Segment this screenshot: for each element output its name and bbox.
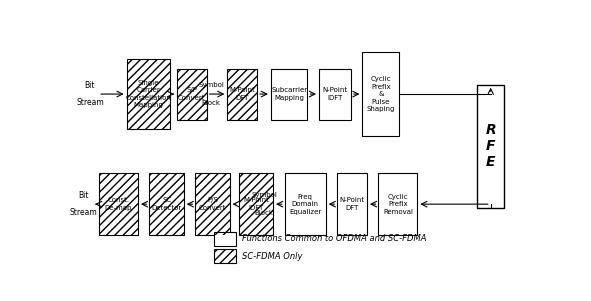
Text: Symbol: Symbol bbox=[199, 82, 224, 88]
Bar bbox=[177, 69, 207, 119]
Bar bbox=[213, 232, 236, 246]
Text: Bit: Bit bbox=[78, 191, 88, 200]
Bar bbox=[126, 59, 170, 129]
Text: Stream: Stream bbox=[76, 98, 104, 107]
Bar bbox=[228, 69, 257, 119]
Bar bbox=[126, 59, 170, 129]
Bar bbox=[213, 249, 236, 263]
Text: R
F
E: R F E bbox=[485, 123, 496, 169]
Text: Bit: Bit bbox=[85, 81, 95, 90]
Bar bbox=[239, 173, 273, 235]
Bar bbox=[195, 173, 229, 235]
Text: Const.
De-map: Const. De-map bbox=[105, 197, 132, 211]
Bar bbox=[378, 173, 417, 235]
Bar bbox=[150, 173, 184, 235]
Bar bbox=[239, 173, 273, 235]
Text: Subcarrier
Mapping: Subcarrier Mapping bbox=[271, 87, 307, 101]
Bar bbox=[228, 69, 257, 119]
Text: M-Point
IDFT: M-Point IDFT bbox=[243, 197, 269, 211]
Bar bbox=[99, 173, 138, 235]
Bar bbox=[285, 173, 326, 235]
Text: Single
Carrier
Constellation
Mapping: Single Carrier Constellation Mapping bbox=[125, 80, 171, 108]
Bar bbox=[477, 85, 504, 208]
Bar bbox=[319, 69, 351, 119]
Bar bbox=[337, 173, 367, 235]
Text: N-Point
IDFT: N-Point IDFT bbox=[322, 87, 348, 101]
Text: SC-FDMA Only: SC-FDMA Only bbox=[242, 252, 303, 261]
Text: S/P
Convert: S/P Convert bbox=[178, 87, 206, 101]
Bar bbox=[99, 173, 138, 235]
Text: Cyclic
Prefix
Removal: Cyclic Prefix Removal bbox=[383, 194, 413, 215]
Text: Block: Block bbox=[202, 100, 221, 106]
Text: Cyclic
Prefix
&
Pulse
Shaping: Cyclic Prefix & Pulse Shaping bbox=[366, 76, 395, 112]
Bar bbox=[195, 173, 229, 235]
Text: M-Point
DFT: M-Point DFT bbox=[229, 87, 255, 101]
Text: P/S
Convert: P/S Convert bbox=[199, 197, 226, 211]
Bar bbox=[271, 69, 307, 119]
Text: Stream: Stream bbox=[69, 208, 97, 217]
Bar bbox=[213, 249, 236, 263]
Bar bbox=[150, 173, 184, 235]
Text: SC
Detector: SC Detector bbox=[151, 197, 182, 211]
Text: Functions Common to OFDMA and SC-FDMA: Functions Common to OFDMA and SC-FDMA bbox=[242, 234, 427, 244]
Bar bbox=[362, 52, 399, 136]
Text: Block: Block bbox=[255, 210, 274, 216]
Text: N-Point
DFT: N-Point DFT bbox=[340, 197, 365, 211]
Text: Freq
Domain
Equalizer: Freq Domain Equalizer bbox=[289, 194, 322, 215]
Bar bbox=[177, 69, 207, 119]
Text: Symbol: Symbol bbox=[251, 192, 277, 198]
